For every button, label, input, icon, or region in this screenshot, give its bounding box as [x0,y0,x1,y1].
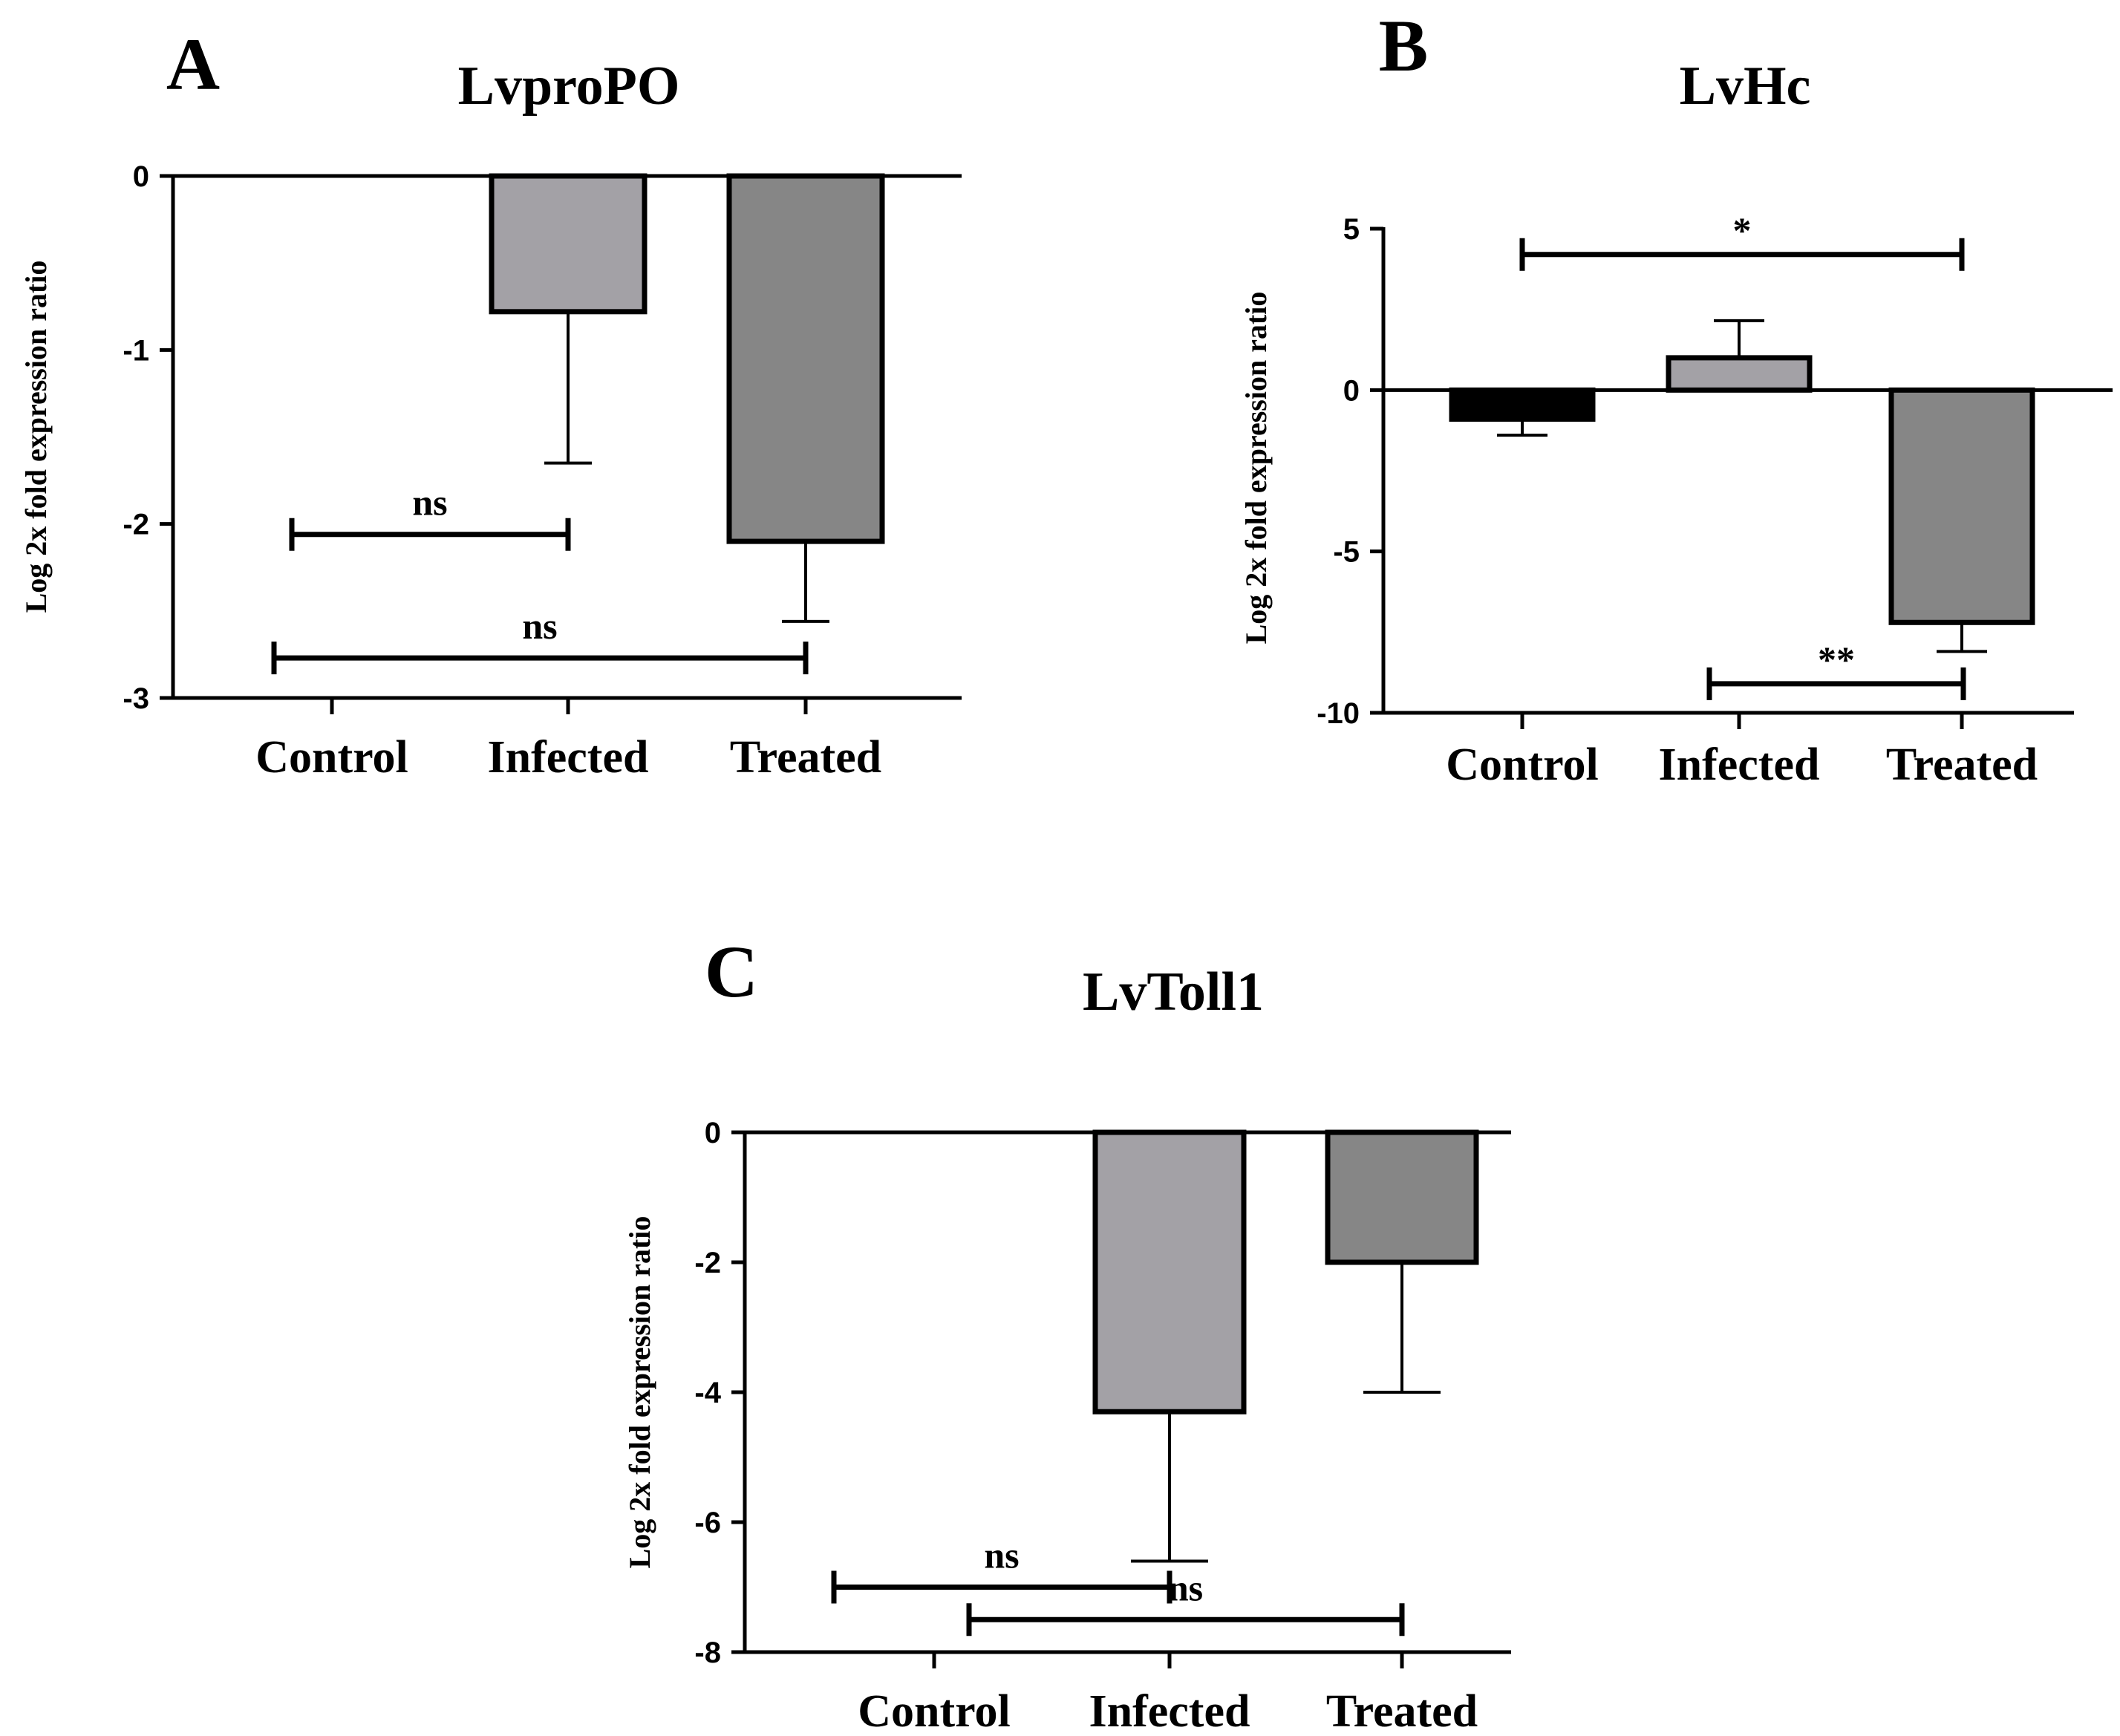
y-tick-label: -3 [123,682,149,715]
chart-panel-c: C LvToll1 Log 2x fold expression ratio 0 -2 -… [623,930,1511,1736]
significance-label: ns [984,1535,1019,1576]
x-tick-label: Treated [730,732,881,783]
significance-label: ns [522,605,557,647]
x-tick-label: Control [858,1686,1011,1736]
panel-label: B [1379,4,1429,87]
y-tick-label: -2 [694,1247,721,1279]
y-tick-label: 0 [133,160,149,193]
bar-treated [726,173,885,544]
significance-label: ns [412,482,447,523]
bar-control [1449,387,1596,422]
bar-treated [1888,387,2035,625]
y-tick-label: -1 [123,334,149,367]
y-tick-label: -2 [123,509,149,541]
y-tick-label: 0 [705,1117,721,1149]
chart-panel-a: A LvproPO Log 2x fold expression ratio 0 -1 -… [19,23,962,783]
y-tick-label: 5 [1343,213,1360,246]
y-tick-label: -10 [1317,697,1360,730]
x-tick-label: Control [255,732,408,783]
y-tick-label: -6 [694,1507,721,1539]
y-axis-label: Log 2x fold expression ratio [1239,292,1273,645]
x-tick-label: Treated [1326,1686,1478,1736]
significance-label: ns [1168,1567,1203,1608]
y-tick-label: -8 [694,1637,721,1669]
chart-title: LvToll1 [1083,962,1264,1022]
bar-treated [1325,1129,1479,1265]
y-tick-label: -4 [694,1377,721,1409]
significance-label: ** [1818,639,1855,680]
y-axis-label: Log 2x fold expression ratio [623,1216,656,1569]
panel-label: A [166,23,220,105]
x-tick-label: Treated [1886,740,2038,790]
panel-label: C [705,930,758,1013]
bar-infected [1666,355,1813,393]
x-tick-label: Infected [1659,740,1820,790]
y-tick-label: 0 [1343,374,1360,407]
chart-title: LvproPO [458,56,680,117]
x-tick-label: Infected [488,732,649,783]
bar-infected [1092,1129,1247,1414]
y-tick-label: -5 [1333,536,1360,569]
y-axis-label: Log 2x fold expression ratio [19,261,53,613]
significance-label: * [1733,209,1752,251]
x-tick-label: Infected [1089,1686,1250,1736]
bar-infected [489,173,648,315]
chart-title: LvHc [1680,56,1811,117]
x-tick-label: Control [1446,740,1599,790]
chart-panel-b: B LvHc Log 2x fold expression ratio 5 0 -5 -10… [1239,4,2113,790]
